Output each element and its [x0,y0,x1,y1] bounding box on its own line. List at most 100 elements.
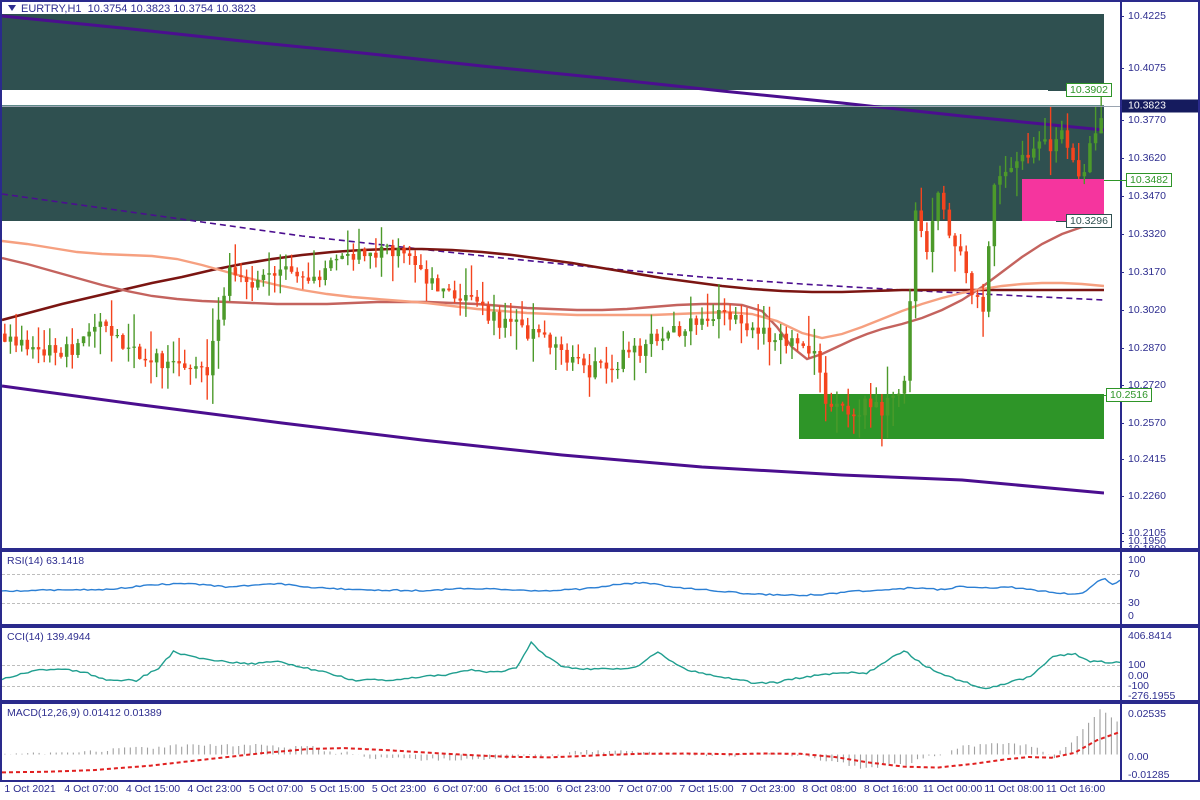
price-tick-10-4225: 10.4225 [1128,10,1166,22]
cci-panel[interactable]: CCI(14) 139.4944 406.8414 100 0.00 -100 … [0,626,1200,702]
price-tick-mark [1120,385,1124,386]
axis-divider [1120,628,1122,700]
time-tick: 7 Oct 07:00 [617,783,673,795]
ohlc-label: 10.3754 10.3823 10.3754 10.3823 [87,3,256,15]
rsi-tick-30: 30 [1128,597,1140,609]
chart-header: EURTRY,H1 10.3754 10.3823 10.3754 10.382… [2,2,256,16]
supply-zone [2,107,1104,221]
rsi-level-30 [2,603,1120,604]
price-tick-10-3770: 10.3770 [1128,114,1166,126]
price-tick-10-1950: 10.1950 [1128,535,1166,547]
price-chart-panel[interactable]: 10.3902 10.3482 10.3296 10.2516 10.4225 1… [0,0,1200,555]
rsi-tick-100: 100 [1128,554,1146,566]
time-tick: 6 Oct 23:00 [556,783,611,795]
time-tick: 4 Oct 15:00 [125,783,181,795]
price-overlay-layer [2,14,1104,495]
collapse-caret-icon[interactable] [8,5,16,12]
price-tick-mark [1120,549,1124,550]
price-tick-mark [1120,459,1124,460]
upper-resistance-zone [2,14,1104,90]
macd-histogram [4,709,1118,769]
current-price-badge: 10.3823 [1122,99,1198,113]
price-tick-10-2260: 10.2260 [1128,490,1166,502]
rsi-line [2,577,1120,597]
time-tick: 11 Oct 00:00 [922,783,983,795]
axis-divider [1120,552,1122,624]
ma-fast-line [2,239,1104,340]
current-price-line [2,106,1198,107]
time-tick: 1 Oct 2021 [4,783,56,795]
price-tick-mark [1120,272,1124,273]
cci-line [2,640,1120,690]
time-tick: 5 Oct 07:00 [248,783,304,795]
price-tag-supply-top[interactable]: 10.3482 [1126,173,1172,187]
price-tick-10-2415: 10.2415 [1128,453,1166,465]
time-tick: 8 Oct 16:00 [863,783,919,795]
price-tick-mark [1120,196,1124,197]
price-axis[interactable]: 10.422510.407510.392510.377010.362010.34… [1120,2,1198,555]
candlestick-series [3,96,1103,447]
time-tick: 5 Oct 15:00 [310,783,365,795]
axis-divider [1120,704,1122,780]
price-tag-demand[interactable]: 10.2516 [1106,388,1152,402]
cci-label: CCI(14) 139.4944 [7,631,91,643]
time-tick: 6 Oct 07:00 [433,783,488,795]
tagline-10-3482 [1104,180,1126,181]
tagline-10-3296 [1056,221,1066,222]
cci-tick-100: 100 [1128,659,1146,671]
macd-axis: 0.02535 0.00 -0.01285 [1120,704,1198,781]
price-tick-10-2870: 10.2870 [1128,342,1166,354]
price-tick-mark [1120,120,1124,121]
macd-tick-zero: 0.00 [1128,751,1149,763]
time-tick: 5 Oct 23:00 [371,783,427,795]
cci-level-minus-100 [2,686,1120,687]
price-tick-mark [1120,533,1124,534]
trendline-lower [2,384,1104,495]
price-tick-mark [1120,68,1124,69]
price-tick-10-3320: 10.3320 [1128,228,1166,240]
cci-tick-m100: -100 [1128,680,1150,692]
demand-zone [799,394,1104,439]
price-tick-mark [1120,16,1124,17]
tagline-10-2516 [1094,395,1106,396]
time-tick: 6 Oct 15:00 [494,783,550,795]
cci-tick-max: 406.8414 [1128,630,1172,642]
cci-axis: 406.8414 100 0.00 -100 -276.1955 [1120,628,1198,702]
price-tick-10-3620: 10.3620 [1128,152,1166,164]
macd-label: MACD(12,26,9) 0.01412 0.01389 [7,707,162,719]
time-tick: 7 Oct 23:00 [740,783,796,795]
price-tag-supply-bottom[interactable]: 10.3296 [1066,214,1112,228]
cci-tick-min: -276.1955 [1128,690,1176,702]
macd-panel[interactable]: MACD(12,26,9) 0.01412 0.01389 0.02535 0.… [0,702,1200,782]
rsi-level-70 [2,574,1120,575]
ma-medium-line [2,222,1104,361]
price-tick-10-3170: 10.3170 [1128,266,1166,278]
time-axis: 1 Oct 2021 4 Oct 07:00 4 Oct 15:00 4 Oct 23… [0,782,1122,800]
price-tick-10-3470: 10.3470 [1128,190,1166,202]
rsi-axis: 100 70 30 0 [1120,552,1198,624]
axis-divider [1120,2,1122,548]
rsi-tick-70: 70 [1128,568,1140,580]
price-tick-10-3020: 10.3020 [1128,304,1166,316]
price-tick-mark [1120,348,1124,349]
time-tick: 8 Oct 08:00 [802,783,857,795]
price-tick-mark [1120,234,1124,235]
macd-plot [2,709,1120,774]
rsi-tick-0: 0 [1128,610,1134,622]
price-tag-resistance[interactable]: 10.3902 [1066,83,1112,97]
ma-slow-line [2,247,1104,322]
price-tick-mark [1120,541,1124,542]
macd-tick-min: -0.01285 [1128,769,1170,781]
price-tick-mark [1120,496,1124,497]
price-tick-mark [1120,423,1124,424]
symbol-label: EURTRY,H1 [21,3,82,15]
rsi-panel[interactable]: RSI(14) 63.1418 100 70 30 0 [0,550,1200,626]
macd-tick-max: 0.02535 [1128,708,1166,720]
time-tick: 11 Oct 16:00 [1045,783,1106,795]
price-tick-mark [1120,310,1124,311]
rsi-label: RSI(14) 63.1418 [7,555,85,567]
price-tick-mark [1120,158,1124,159]
time-tick: 11 Oct 08:00 [984,783,1044,795]
price-tick-10-2105: 10.2105 [1128,527,1166,539]
